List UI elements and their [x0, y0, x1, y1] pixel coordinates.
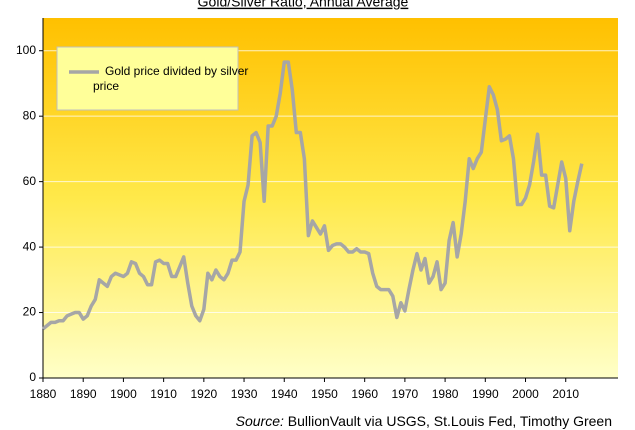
chart-title: Gold/Silver Ratio, Annual Average: [198, 0, 409, 10]
x-tick-label: 1920: [190, 387, 217, 401]
source-text: BullionVault via USGS, St.Louis Fed, Tim…: [288, 413, 612, 429]
y-tick-label: 100: [16, 43, 36, 57]
x-tick-label: 1970: [392, 387, 419, 401]
x-tick-label: 1880: [30, 387, 57, 401]
x-tick-label: 1890: [70, 387, 97, 401]
x-tick-label: 1930: [231, 387, 258, 401]
data-line: [41, 60, 584, 331]
x-tick-label: 1990: [472, 387, 499, 401]
legend-box: [56, 46, 239, 111]
marks: 0 20 40 60 80 100 1880 1890 1900 1910 1920 1930 1940…: [16, 18, 618, 401]
x-tick-label: 1960: [351, 387, 378, 401]
x-tick-label: 1950: [311, 387, 338, 401]
x-tick-label: 2000: [512, 387, 539, 401]
y-tick-label: 0: [29, 370, 36, 384]
x-tick-label: 2010: [552, 387, 579, 401]
source-label: Source:: [236, 413, 284, 429]
x-tick-label: 1980: [432, 387, 459, 401]
legend-label-line: price: [93, 79, 119, 93]
x-tick-label: 1940: [271, 387, 298, 401]
legend-label: Gold price divided by silver price: [93, 64, 248, 93]
x-tick-label: 1900: [110, 387, 137, 401]
x-tick-label: 1910: [150, 387, 177, 401]
legend-label-line: Gold price divided by silver: [105, 64, 248, 78]
y-tick-label: 20: [23, 305, 37, 319]
y-tick-label: 60: [23, 174, 37, 188]
source-note: Source: BullionVault via USGS, St.Louis …: [236, 413, 612, 429]
y-tick-label: 40: [23, 239, 37, 253]
y-tick-label: 80: [23, 108, 37, 122]
